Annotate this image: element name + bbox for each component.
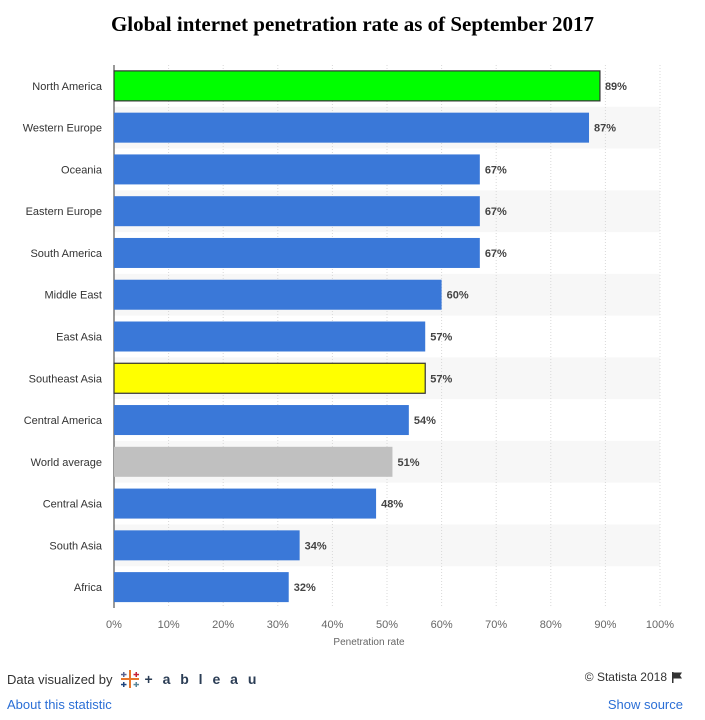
bar: [114, 196, 480, 227]
bar-chart: 0% 10% 20% 30% 40% 50% 60% 70% 80% 90% 100% North A…: [23, 65, 674, 648]
x-tick-label: 10%: [158, 619, 180, 631]
value-label: 32%: [294, 582, 316, 594]
value-label: 67%: [485, 206, 507, 218]
value-label: 87%: [594, 123, 616, 135]
data-visualized-by: Data visualized by + a b l e a u: [7, 668, 259, 690]
bar: [114, 405, 409, 436]
tableau-wordmark: + a b l e a u: [144, 671, 260, 687]
bar: [114, 321, 426, 352]
value-label: 60%: [447, 290, 469, 302]
value-label: 54%: [414, 415, 436, 427]
bar: [114, 446, 393, 477]
copyright-text: © Statista 2018: [584, 670, 667, 684]
category-label: East Asia: [56, 332, 103, 344]
value-label: 57%: [430, 332, 452, 344]
x-tick-label: 70%: [485, 619, 507, 631]
visualized-by-label: Data visualized by: [7, 671, 113, 687]
category-label: Oceania: [61, 164, 103, 176]
value-label: 67%: [485, 248, 507, 260]
category-label: Southeast Asia: [29, 373, 103, 385]
category-label: Eastern Europe: [26, 206, 102, 218]
bar: [114, 279, 442, 310]
value-label: 67%: [485, 164, 507, 176]
value-label: 57%: [430, 373, 452, 385]
x-tick-label: 50%: [376, 619, 398, 631]
x-tick-label: 40%: [321, 619, 343, 631]
category-label: Central America: [24, 415, 103, 427]
x-tick-label: 100%: [646, 619, 674, 631]
about-statistic-link[interactable]: About this statistic: [7, 697, 112, 712]
bar: [114, 572, 289, 603]
value-label: 51%: [397, 457, 419, 469]
bar: [114, 154, 480, 185]
copyright: © Statista 2018: [585, 670, 683, 684]
value-label: 34%: [305, 540, 327, 552]
bar: [113, 70, 601, 102]
category-label: Middle East: [45, 290, 102, 302]
category-label: South America: [30, 248, 102, 260]
x-tick-label: 30%: [267, 619, 289, 631]
category-label: North America: [32, 81, 103, 93]
x-tick-label: 90%: [594, 619, 616, 631]
bar: [113, 362, 426, 394]
flag-icon[interactable]: [671, 671, 683, 683]
category-label: Central Asia: [43, 499, 103, 511]
x-tick-label: 20%: [212, 619, 234, 631]
value-label: 48%: [381, 499, 403, 511]
show-source-link[interactable]: Show source: [607, 697, 683, 712]
x-tick-label: 0%: [106, 619, 122, 631]
value-label: 89%: [605, 81, 627, 93]
category-label: Western Europe: [23, 123, 102, 135]
bar: [114, 530, 300, 561]
category-label: World average: [31, 457, 102, 469]
x-tick-label: 80%: [540, 619, 562, 631]
category-label: Africa: [74, 582, 103, 594]
chart-title: Global internet penetration rate as of S…: [110, 12, 595, 36]
x-tick-label: 60%: [431, 619, 453, 631]
bar: [114, 112, 590, 143]
bar: [114, 237, 480, 268]
tableau-cross-icon: [120, 670, 139, 688]
bar: [114, 488, 377, 519]
tableau-logo[interactable]: + a b l e a u: [119, 668, 260, 690]
x-axis-title: Penetration rate: [333, 637, 405, 648]
category-label: South Asia: [49, 540, 102, 552]
